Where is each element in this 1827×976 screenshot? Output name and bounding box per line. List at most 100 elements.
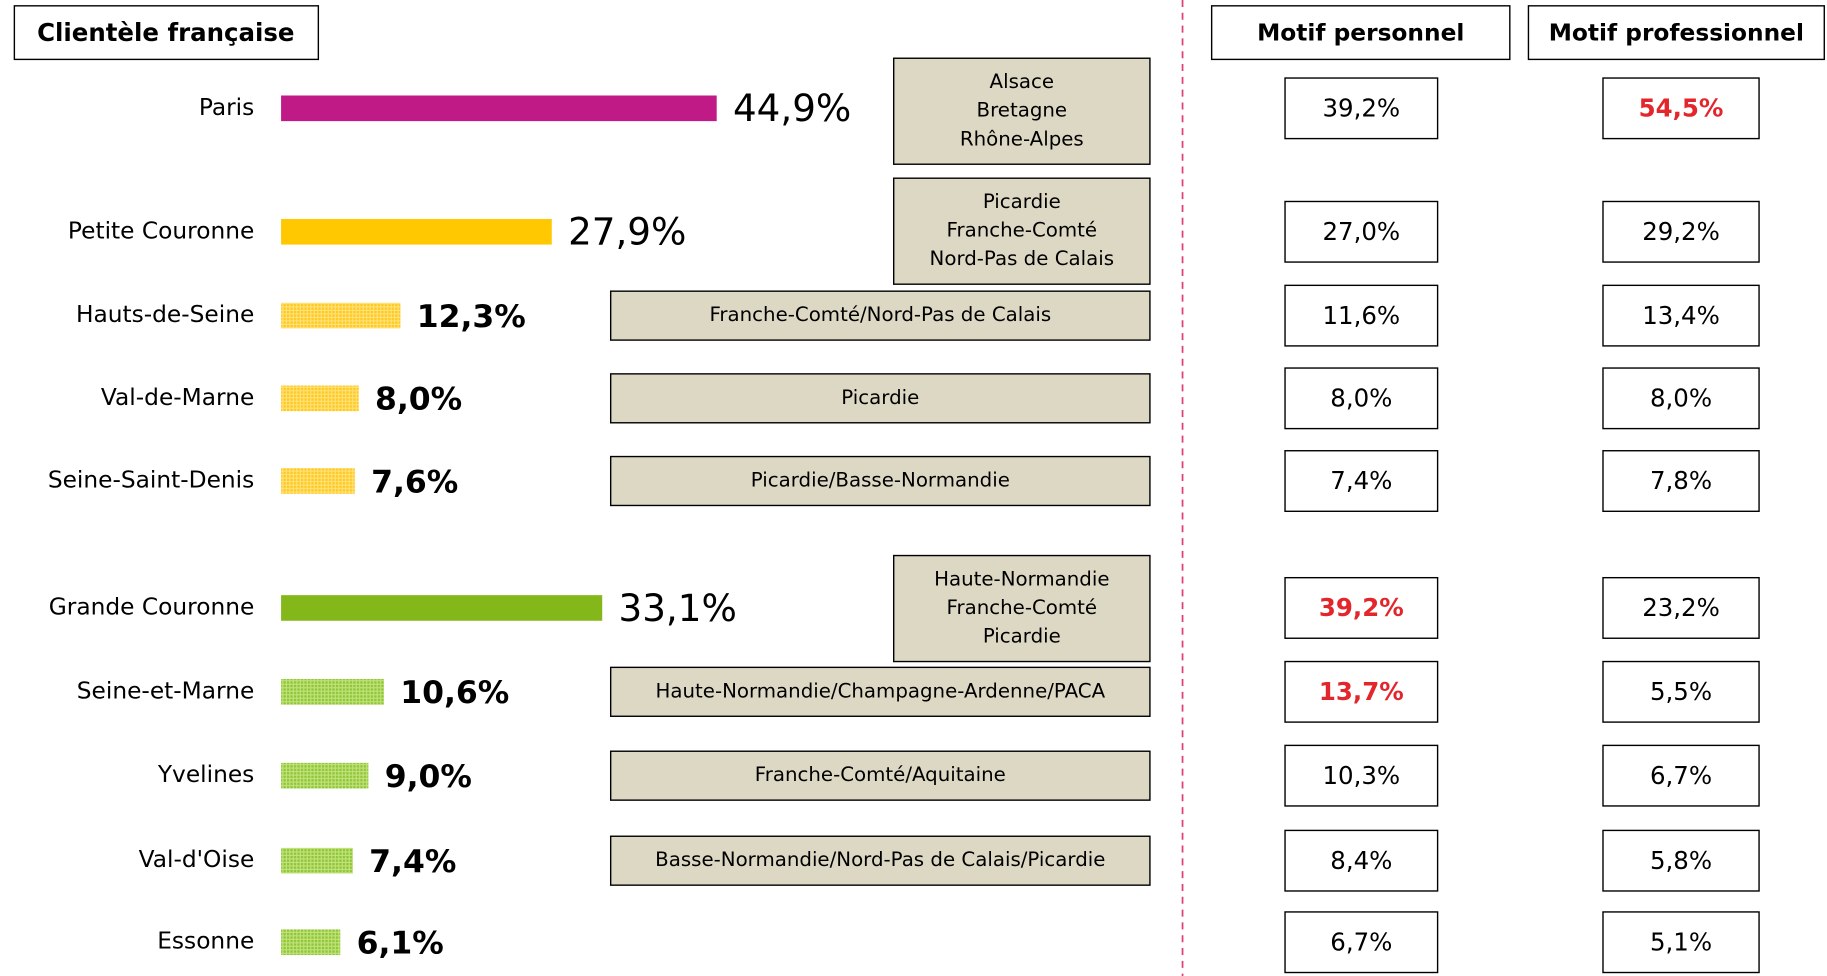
column-header: Motif personnel [1257,19,1464,46]
category-label: Seine-Saint-Denis [48,467,254,494]
region-label: Franche-Comté/Aquitaine [755,763,1006,786]
cell-value: 6,7% [1330,927,1392,956]
region-label: Franche-Comté/Nord-Pas de Calais [709,303,1051,326]
category-label: Essonne [157,928,254,955]
region-label: Franche-Comté [947,219,1098,242]
cell [1602,576,1760,639]
region-label: Picardie [983,625,1061,648]
cell [1284,576,1439,639]
cell [1284,284,1439,347]
bar [281,929,341,956]
category-label: Val-de-Marne [101,384,254,411]
value-label: 8,0% [375,382,462,418]
region-box [893,57,1151,165]
value-label: 10,6% [400,675,509,711]
cell-value: 27,0% [1322,217,1400,246]
cell-value: 5,5% [1650,677,1712,706]
title-box [13,5,320,61]
column-header: Motif professionnel [1549,19,1804,46]
bar [281,95,717,122]
region-label: Picardie [983,190,1061,213]
region-label: Bretagne [977,99,1068,122]
region-box [609,750,1151,801]
region-label: Basse-Normandie/Nord-Pas de Calais/Picar… [655,848,1105,871]
bar [281,468,355,494]
bar [281,218,552,245]
chart-title: Clientèle française [37,18,294,47]
cell-value: 7,8% [1650,466,1712,495]
bar [281,679,384,705]
region-label: Picardie [841,386,919,409]
cell [1284,200,1439,263]
bar [281,302,401,329]
cell [1602,77,1760,140]
region-box [609,455,1151,507]
cell [1284,367,1439,430]
region-label: Haute-Normandie [934,568,1109,591]
cell [1602,911,1760,974]
cell [1284,450,1439,512]
cell [1602,200,1760,263]
column-header-box [1527,5,1825,61]
cell-value: 5,8% [1650,846,1712,875]
cell [1284,829,1439,892]
category-label: Seine-et-Marne [77,677,255,704]
cell [1602,829,1760,892]
cell-value: 23,2% [1642,593,1720,622]
region-box [609,666,1151,717]
cell [1602,660,1760,723]
cell [1602,284,1760,347]
region-label: Alsace [990,70,1055,93]
value-label: 12,3% [417,299,526,335]
value-label: 7,6% [371,464,458,500]
region-label: Franche-Comté [947,596,1098,619]
category-label: Grande Couronne [49,593,255,620]
bar [281,385,359,412]
cell-value: 10,3% [1322,761,1400,790]
cell [1284,77,1439,140]
value-label: 27,9% [568,210,686,254]
cell-value: 6,7% [1650,761,1712,790]
cell-value: 8,0% [1330,383,1392,412]
cell-value: 29,2% [1642,217,1720,246]
region-label: Rhône-Alpes [960,127,1084,150]
region-label: Haute-Normandie/Champagne-Ardenne/PACA [655,679,1105,702]
bar [281,762,369,789]
cell-value: 8,0% [1650,383,1712,412]
region-label: Picardie/Basse-Normandie [751,469,1010,492]
column-header-box [1210,5,1511,61]
region-box [609,290,1151,341]
value-label: 9,0% [385,759,472,795]
cell [1602,450,1760,512]
cell [1284,660,1439,723]
region-box [893,554,1151,663]
cell [1602,367,1760,430]
cell-value: 13,7% [1319,677,1404,706]
value-label: 6,1% [357,926,444,962]
value-label: 44,9% [733,86,851,130]
category-label: Petite Couronne [68,217,254,244]
region-box [609,373,1151,424]
category-label: Paris [199,94,254,121]
cell-value: 8,4% [1330,846,1392,875]
region-box [609,835,1151,886]
cell-value: 11,6% [1322,301,1400,330]
bar [281,595,603,621]
cell-value: 7,4% [1330,466,1392,495]
category-label: Hauts-de-Seine [76,301,254,328]
region-box [893,177,1151,285]
value-label: 7,4% [369,844,456,880]
category-label: Yvelines [157,761,254,788]
value-label: 33,1% [619,586,737,630]
bar [281,847,353,874]
cell-value: 5,1% [1650,927,1712,956]
region-label: Nord-Pas de Calais [930,247,1115,270]
cell-value: 13,4% [1642,301,1720,330]
cell [1602,744,1760,807]
category-label: Val-d'Oise [139,846,255,873]
cell [1284,911,1439,974]
cell-value: 39,2% [1322,93,1400,122]
cell-value: 39,2% [1319,593,1404,622]
